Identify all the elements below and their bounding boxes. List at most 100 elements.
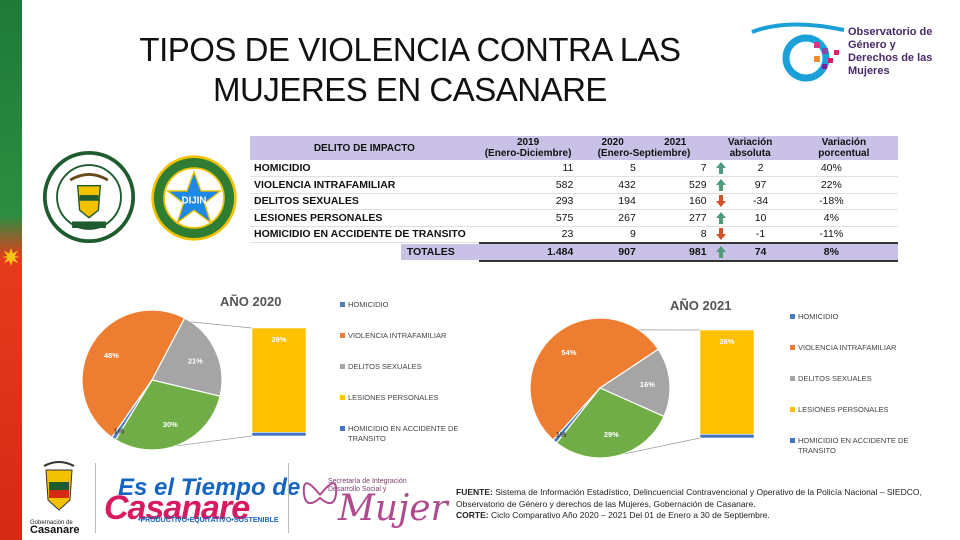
- gobernacion-small: Gobernación de: [30, 520, 73, 526]
- up-arrow-icon: [715, 211, 726, 224]
- legend-swatch: [340, 333, 345, 338]
- sun-icon: [2, 248, 20, 266]
- sec-line2: Desarrollo Social y: [328, 486, 387, 493]
- totals-2021: 981: [639, 241, 711, 262]
- pie-slice-label: 48%: [104, 351, 119, 360]
- pie-slice: [111, 379, 153, 441]
- header-2020-sub: (Enero-Septiembre): [597, 148, 691, 159]
- row-name: LESIONES PERSONALES: [250, 209, 479, 227]
- legend-label: HOMICIDIO EN ACCIDENTE DE TRANSITO: [348, 424, 459, 443]
- row-abs: -1: [731, 226, 790, 243]
- secretaria-mujer: Mujer: [338, 488, 448, 529]
- totals-label: TOTALES: [400, 244, 479, 260]
- table-header: DELITO DE IMPACTO 2019 (Enero-Diciembre) …: [250, 136, 898, 160]
- row-2020: 194: [577, 193, 640, 210]
- header-2019: 2019: [516, 137, 540, 148]
- bar-segment-label: 28%: [719, 337, 734, 346]
- header-var-abs: Variación: [727, 137, 773, 148]
- legend-swatch: [340, 302, 345, 307]
- row-pct: 40%: [789, 160, 873, 177]
- header-var-pct: Variación: [821, 137, 867, 148]
- legend-swatch: [790, 438, 795, 443]
- dijin-label: DIJIN: [182, 195, 207, 206]
- logo-divider-1: [95, 463, 96, 533]
- row-2021: 8: [639, 226, 711, 243]
- row-2020: 267: [577, 209, 640, 227]
- legend-item: DELITOS SEXUALES: [340, 362, 468, 393]
- legend-label: HOMICIDIO: [798, 312, 839, 321]
- policia-seal-icon: [42, 150, 136, 244]
- row-name: DELITOS SEXUALES: [250, 193, 479, 210]
- corte-text: Ciclo Comparativo Año 2020 – 2021 Del 01…: [488, 510, 770, 520]
- bar-segment: [251, 432, 307, 437]
- pie-slice: [151, 317, 223, 397]
- obs-line3: Derechos de las: [848, 52, 933, 64]
- secretaria-text: Secretaría de Integración Desarrollo Soci…: [328, 478, 407, 494]
- pie-slice: [555, 387, 665, 459]
- observatorio-text: Observatorio de Género y Derechos de las…: [848, 26, 932, 78]
- row-abs: 10: [731, 209, 790, 227]
- row-2019: 582: [478, 176, 578, 194]
- down-arrow-icon: [715, 228, 726, 241]
- sec-line1: Secretaría de Integración: [328, 478, 407, 485]
- pie-slice-label: 21%: [188, 356, 203, 365]
- totals-2020: 907: [577, 241, 640, 262]
- legend-item: LESIONES PERSONALES: [340, 393, 468, 424]
- totals-row: TOTALES 1.484 907 981 74 8%: [250, 241, 898, 262]
- row-2021: 277: [639, 209, 711, 227]
- row-2020: 5: [577, 160, 640, 177]
- footer-source: FUENTE: Sistema de Información Estadísti…: [456, 487, 926, 522]
- table-row: HOMICIDIO EN ACCIDENTE DE TRANSITO 23 9 8 -1…: [250, 226, 898, 243]
- row-name: VIOLENCIA INTRAFAMILIAR: [250, 176, 479, 194]
- up-arrow-icon: [715, 178, 726, 191]
- butterfly-icon: [302, 482, 338, 505]
- pie-slice-label: 1%: [556, 430, 567, 439]
- legend-swatch: [340, 426, 345, 431]
- row-2020: 9: [577, 226, 640, 243]
- bar-segment: [699, 329, 755, 435]
- legend-swatch: [790, 407, 795, 412]
- observatorio-logo: [751, 22, 845, 82]
- totals-abs: 74: [731, 241, 790, 262]
- dijin-seal-icon: DIJIN: [151, 155, 237, 241]
- legend-item: VIOLENCIA INTRAFAMILIAR: [340, 331, 468, 362]
- header-2021: 2021: [664, 137, 687, 148]
- row-pct: 22%: [789, 176, 873, 194]
- pie-slice-label: 54%: [561, 348, 576, 357]
- legend-item: HOMICIDIO: [790, 312, 918, 343]
- tiempo-line1: Es el Tiempo de: [118, 474, 301, 501]
- legend-item: HOMICIDIO EN ACCIDENTE DE TRANSITO: [340, 424, 468, 455]
- legend-item: DELITOS SEXUALES: [790, 374, 918, 405]
- table-row: VIOLENCIA INTRAFAMILIAR 582 432 529 97 22%: [250, 176, 898, 194]
- up-arrow-icon: [715, 245, 726, 258]
- row-name: HOMICIDIO: [250, 160, 479, 177]
- legend-swatch: [790, 314, 795, 319]
- bar-segment-label: 29%: [271, 335, 286, 344]
- totals-2019: 1.484: [478, 241, 578, 262]
- corte-label: CORTE:: [456, 510, 489, 520]
- pie-slice-label: 1%: [114, 426, 125, 435]
- pie-slice-label: 30%: [163, 420, 178, 429]
- legend-label: LESIONES PERSONALES: [798, 405, 889, 414]
- table-row: DELITOS SEXUALES 293 194 160 -34 -18%: [250, 193, 898, 210]
- chart-2021: 54% 16% 29% 1% 28%: [530, 317, 755, 459]
- legend-item: HOMICIDIO EN ACCIDENTE DE TRANSITO: [790, 436, 918, 467]
- legend-item: VIOLENCIA INTRAFAMILIAR: [790, 343, 918, 374]
- header-var-abs-sub: absoluta: [729, 148, 771, 159]
- legend-2021: HOMICIDIO VIOLENCIA INTRAFAMILIAR DELITOS …: [790, 312, 918, 467]
- table-row: HOMICIDIO 11 5 7 2 40%: [250, 160, 898, 177]
- header-delito: DELITO DE IMPACTO: [250, 136, 479, 160]
- header-2019-sub: (Enero-Diciembre): [484, 148, 572, 159]
- obs-line4: Mujeres: [848, 65, 890, 77]
- legend-label: DELITOS SEXUALES: [348, 362, 422, 371]
- legend-label: HOMICIDIO EN ACCIDENTE DE TRANSITO: [798, 436, 909, 455]
- gobernacion-big: Casanare: [30, 524, 80, 536]
- pie-slice: [81, 309, 186, 439]
- row-2021: 7: [639, 160, 711, 177]
- chart-2020: 48% 21% 30% 1% 29%: [81, 309, 307, 451]
- row-2021: 529: [639, 176, 711, 194]
- row-2019: 11: [478, 160, 578, 177]
- connector-line: [176, 435, 253, 447]
- row-2020: 432: [577, 176, 640, 194]
- pie-slice-label: 29%: [604, 430, 619, 439]
